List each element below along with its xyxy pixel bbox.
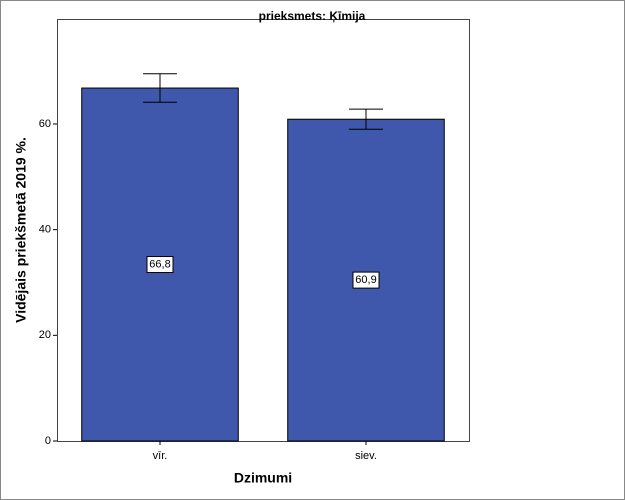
data-label: 66,8 [149, 258, 170, 270]
x-axis-label: Dzimumi [234, 470, 292, 486]
data-label: 60,9 [355, 274, 376, 286]
y-tick-label: 20 [39, 329, 51, 341]
x-tick-label: vīr. [153, 450, 168, 462]
error-bar [349, 108, 383, 130]
data-label-box [352, 271, 380, 289]
error-bar [143, 73, 177, 103]
y-tick-label: 60 [39, 118, 51, 130]
x-tick-label: siev. [355, 450, 377, 462]
data-label-box [146, 256, 174, 274]
chart-title: prieksmets: Ķīmija [259, 9, 366, 23]
y-tick-label: 0 [45, 435, 51, 447]
y-axis-label: Vidējais priekšmetā 2019 %. [13, 137, 29, 323]
y-tick-label: 40 [39, 224, 51, 236]
